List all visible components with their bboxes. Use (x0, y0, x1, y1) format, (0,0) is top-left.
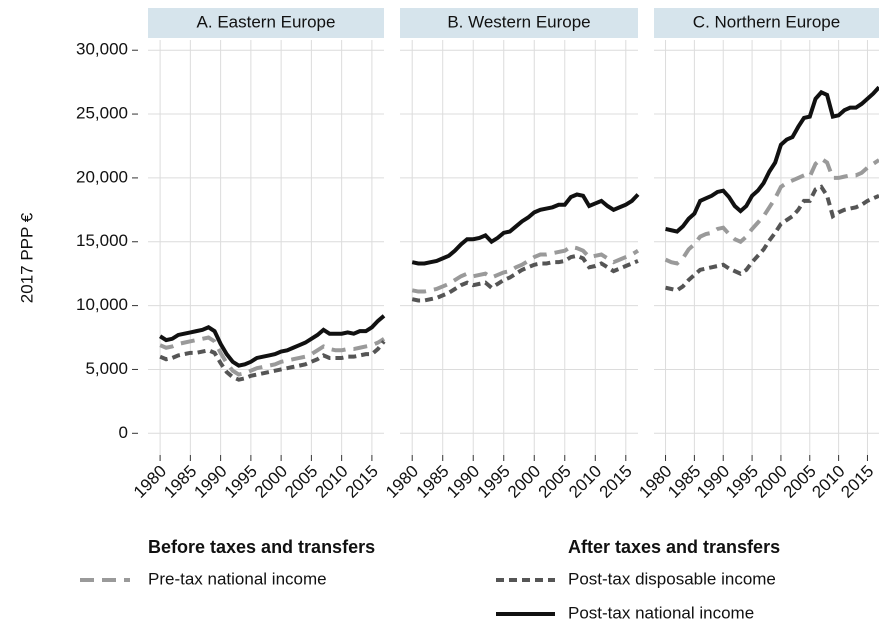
y-tick-label: 15,000 (76, 231, 128, 250)
x-tick-label: 2010 (311, 462, 351, 502)
x-tick-label: 2005 (281, 462, 321, 502)
line (159, 314, 386, 368)
x-tick-label: 1985 (413, 462, 453, 502)
y-tick-label: 30,000 (76, 40, 128, 59)
panel-header (654, 8, 879, 38)
legend-label: Post-tax national income (568, 603, 754, 622)
line (665, 85, 879, 234)
line (411, 244, 640, 294)
panel-title: B. Western Europe (447, 12, 590, 31)
panel-header (400, 8, 638, 38)
y-tick-label: 10,000 (76, 295, 128, 314)
y-tick-label: 25,000 (76, 104, 128, 123)
x-tick-label: 1980 (382, 462, 422, 502)
legend-label: Pre-tax national income (148, 569, 327, 588)
panel-header (148, 8, 384, 38)
x-tick-label: 1995 (474, 462, 514, 502)
x-tick-label: 1980 (130, 462, 170, 502)
line (159, 335, 386, 377)
x-tick-label: 2015 (596, 462, 636, 502)
line (411, 192, 640, 266)
panel-title: A. Eastern Europe (197, 12, 336, 31)
line (159, 340, 386, 382)
x-tick-label: 2000 (251, 462, 291, 502)
y-axis-label: 2017 PPP € (17, 212, 36, 303)
x-tick-label: 1995 (221, 462, 261, 502)
y-tick-label: 5,000 (85, 359, 128, 378)
y-tick-label: 0 (119, 423, 128, 442)
x-tick-label: 2005 (535, 462, 575, 502)
x-tick-label: 1990 (443, 462, 483, 502)
x-tick-label: 1990 (190, 462, 230, 502)
legend-label: Post-tax disposable income (568, 569, 776, 588)
x-tick-label: 2015 (342, 462, 382, 502)
x-tick-label: 2000 (504, 462, 544, 502)
line (664, 156, 879, 266)
legend-heading: Before taxes and transfers (148, 537, 375, 557)
y-tick-label: 20,000 (76, 167, 128, 186)
x-tick-label: 1985 (160, 462, 200, 502)
x-tick-label: 2010 (565, 462, 605, 502)
line (665, 184, 879, 293)
x-tick-label: 2015 (837, 462, 877, 502)
legend-heading: After taxes and transfers (568, 537, 780, 557)
line (411, 253, 639, 303)
panel-title: C. Northern Europe (693, 12, 840, 31)
